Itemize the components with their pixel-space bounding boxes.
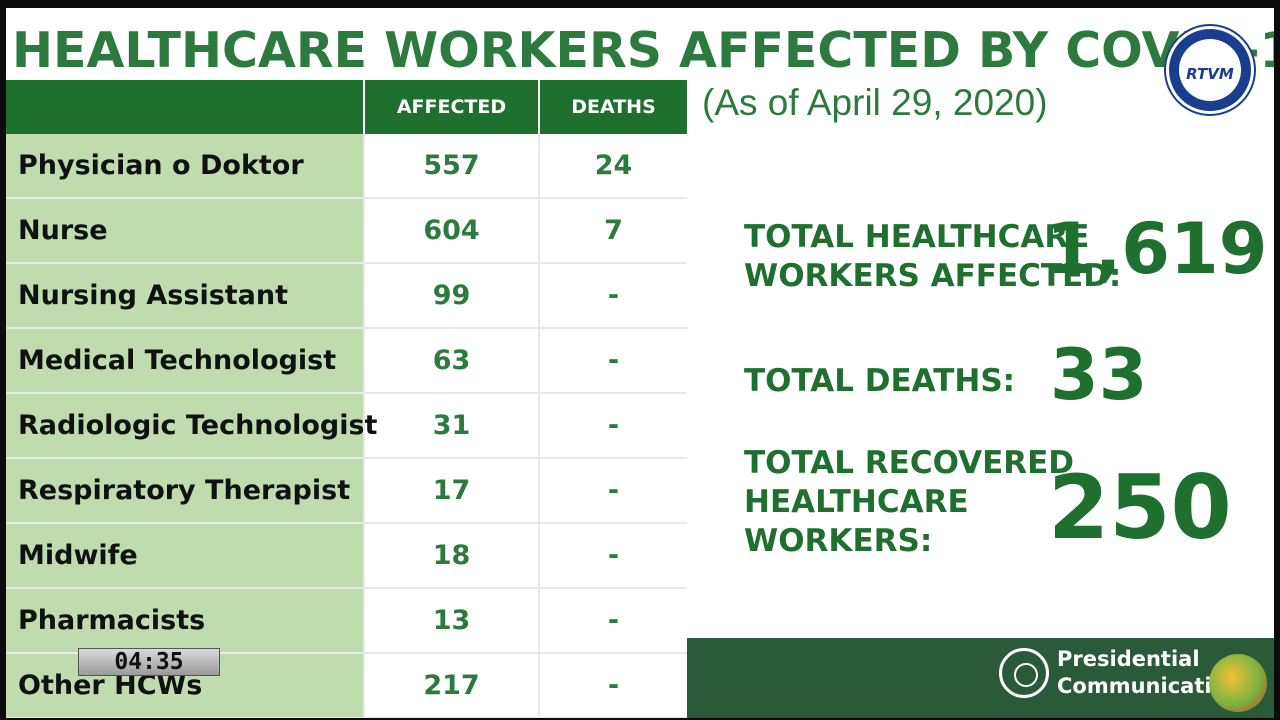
row-deaths: - bbox=[538, 524, 687, 587]
header-category bbox=[6, 80, 363, 134]
row-affected: 13 bbox=[363, 589, 538, 652]
row-label: Nurse bbox=[6, 199, 363, 262]
total-affected-label: TOTAL HEALTHCARE WORKERS AFFECTED: bbox=[744, 218, 1121, 296]
row-affected: 17 bbox=[363, 459, 538, 522]
row-deaths: - bbox=[538, 264, 687, 327]
row-label: Midwife bbox=[6, 524, 363, 587]
table-row: Nurse 604 7 bbox=[6, 199, 687, 264]
rtvm-logo-icon: RTVM bbox=[1166, 26, 1254, 114]
total-recovered-label-line1: TOTAL RECOVERED bbox=[744, 445, 1075, 481]
table-row: Medical Technologist 63 - bbox=[6, 329, 687, 394]
row-affected: 604 bbox=[363, 199, 538, 262]
rtvm-logo-inner: RTVM bbox=[1179, 39, 1241, 101]
table-row: Physician o Doktor 557 24 bbox=[6, 134, 687, 199]
row-affected: 31 bbox=[363, 394, 538, 457]
table-row: Midwife 18 - bbox=[6, 524, 687, 589]
rtvm-logo-text: RTVM bbox=[1186, 65, 1234, 83]
slide: HEALTHCARE WORKERS AFFECTED BY COVID-19 … bbox=[6, 8, 1274, 718]
row-affected: 557 bbox=[363, 134, 538, 197]
row-affected: 18 bbox=[363, 524, 538, 587]
total-deaths-value: 33 bbox=[1050, 334, 1148, 416]
total-recovered-value: 250 bbox=[1048, 456, 1232, 559]
row-deaths: 24 bbox=[538, 134, 687, 197]
footer-bar: Presidential Communications bbox=[687, 638, 1274, 718]
row-affected: 99 bbox=[363, 264, 538, 327]
total-recovered-label: TOTAL RECOVERED HEALTHCARE WORKERS: bbox=[744, 444, 1074, 561]
row-deaths: 7 bbox=[538, 199, 687, 262]
pcoo-line1: Presidential bbox=[1057, 647, 1200, 671]
total-affected-label-line2: WORKERS AFFECTED: bbox=[744, 258, 1122, 294]
row-label: Radiologic Technologist bbox=[6, 394, 377, 457]
row-label: Nursing Assistant bbox=[6, 264, 363, 327]
row-label: Medical Technologist bbox=[6, 329, 363, 392]
table-header: AFFECTED DEATHS bbox=[6, 80, 687, 134]
row-deaths: - bbox=[538, 394, 687, 457]
page-title: HEALTHCARE WORKERS AFFECTED BY COVID-19 bbox=[12, 22, 1274, 79]
total-deaths-label: TOTAL DEATHS: bbox=[744, 363, 1016, 399]
table-row: Nursing Assistant 99 - bbox=[6, 264, 687, 329]
row-deaths: - bbox=[538, 329, 687, 392]
header-deaths: DEATHS bbox=[538, 80, 687, 134]
header-affected: AFFECTED bbox=[363, 80, 538, 134]
total-affected-value: 1,619 bbox=[1046, 208, 1268, 290]
pcoo-seal-icon bbox=[999, 648, 1049, 698]
row-deaths: - bbox=[538, 654, 687, 717]
total-affected-label-line1: TOTAL HEALTHCARE bbox=[744, 219, 1090, 255]
row-affected: 63 bbox=[363, 329, 538, 392]
broadcast-timer: 04:35 bbox=[78, 648, 220, 676]
station-badge-icon bbox=[1209, 654, 1267, 712]
row-label: Respiratory Therapist bbox=[6, 459, 363, 522]
as-of-date: (As of April 29, 2020) bbox=[702, 82, 1048, 123]
row-label: Physician o Doktor bbox=[6, 134, 363, 197]
table-row: Respiratory Therapist 17 - bbox=[6, 459, 687, 524]
row-deaths: - bbox=[538, 589, 687, 652]
row-label: Pharmacists bbox=[6, 589, 363, 652]
table-row: Pharmacists 13 - bbox=[6, 589, 687, 654]
table-row: Radiologic Technologist 31 - bbox=[6, 394, 687, 459]
row-affected: 217 bbox=[363, 654, 538, 717]
total-recovered-label-line2: HEALTHCARE bbox=[744, 484, 969, 520]
row-deaths: - bbox=[538, 459, 687, 522]
total-recovered-label-line3: WORKERS: bbox=[744, 523, 933, 559]
